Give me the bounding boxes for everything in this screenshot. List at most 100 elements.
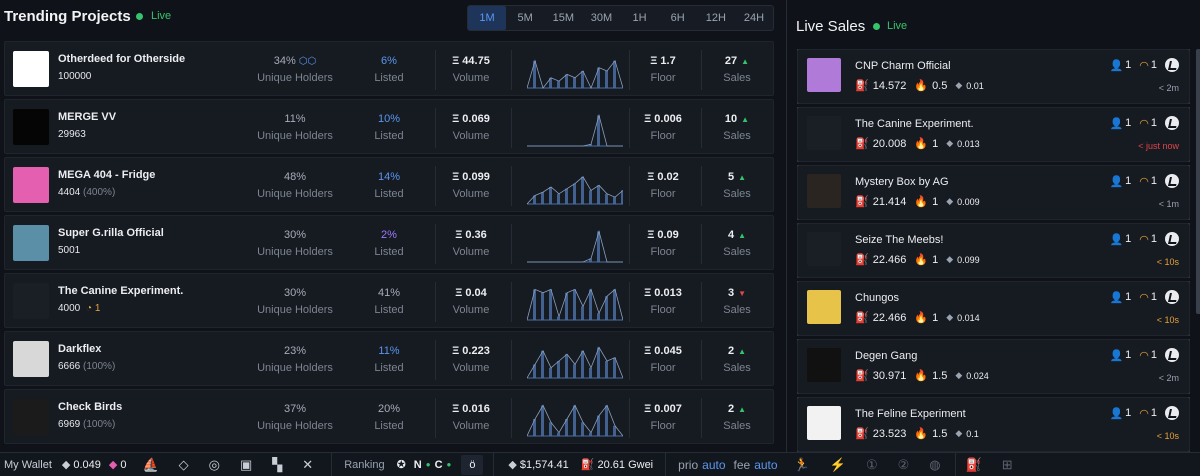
sale-thumbnail[interactable] — [807, 232, 841, 266]
sale-item[interactable]: Mystery Box by AG ⛽ 21.414 🔥 1 ◆ 0.009 👤… — [797, 165, 1190, 220]
sale-thumbnail[interactable] — [807, 174, 841, 208]
timeframe-5m[interactable]: 5M — [517, 12, 533, 24]
trend-up-icon: ▲ — [738, 173, 747, 182]
project-thumbnail[interactable] — [13, 167, 49, 203]
bolt-icon[interactable]: ⚡ — [829, 456, 846, 472]
live-dot-icon — [873, 23, 880, 30]
gas-price: 20.61 Gwei — [597, 458, 654, 471]
sale-thumbnail[interactable] — [807, 406, 841, 440]
holders-label: Unique Holders — [257, 304, 333, 316]
sale-thumbnail[interactable] — [807, 290, 841, 324]
chart-icon[interactable]: ◍ — [929, 456, 941, 472]
sale-item[interactable]: Chungos ⛽ 22.466 🔥 1 ◆ 0.014 👤 1 ◠ 1 < 1… — [797, 281, 1190, 336]
project-row[interactable]: MERGE VV 29963 11% Unique Holders 10% Li… — [4, 99, 774, 154]
sale-item[interactable]: The Feline Experiment ⛽ 23.523 🔥 1.5 ◆ 0… — [797, 397, 1190, 452]
sale-thumbnail[interactable] — [807, 348, 841, 382]
project-row[interactable]: The Canine Experiment. 4000 ◔ 1 30% Uniq… — [4, 273, 774, 328]
project-thumbnail[interactable] — [13, 109, 49, 145]
opensea-icon[interactable] — [1165, 290, 1179, 304]
blur-icon[interactable]: ▚ — [272, 456, 283, 472]
sale-thumbnail[interactable] — [807, 116, 841, 150]
grid-icon[interactable]: ⊞ — [1001, 456, 1013, 472]
opensea-icon[interactable] — [1165, 348, 1179, 362]
sale-name[interactable]: CNP Charm Official — [855, 60, 951, 72]
project-name[interactable]: MEGA 404 - Fridge — [58, 169, 156, 181]
sale-name[interactable]: Mystery Box by AG — [855, 176, 949, 188]
project-name[interactable]: Check Birds — [58, 401, 123, 413]
listed-label: Listed — [374, 72, 404, 84]
opensea-icon[interactable] — [1165, 174, 1179, 188]
ranking-n[interactable]: N — [413, 458, 422, 471]
spark-bar — [613, 425, 616, 436]
sale-meta: 👤 1 ◠ 1 — [1109, 58, 1179, 72]
timeframe-1h[interactable]: 1H — [632, 12, 647, 24]
project-name[interactable]: MERGE VV — [58, 111, 117, 123]
project-name[interactable]: The Canine Experiment. — [58, 285, 184, 297]
divider — [701, 398, 702, 438]
project-thumbnail[interactable] — [13, 225, 49, 261]
sale-name[interactable]: The Feline Experiment — [855, 408, 966, 420]
timeframe-1m[interactable]: 1M — [468, 6, 507, 30]
sale-item[interactable]: CNP Charm Official ⛽ 14.572 🔥 0.5 ◆ 0.01… — [797, 49, 1190, 104]
two-icon[interactable]: ② — [897, 456, 910, 472]
sale-name[interactable]: Degen Gang — [855, 350, 918, 362]
project-name[interactable]: Super G.rilla Official — [58, 227, 164, 239]
sale-count: 1 — [1150, 291, 1157, 303]
divider — [701, 166, 702, 206]
diamond-icon[interactable]: ◇ — [178, 456, 189, 472]
project-thumbnail[interactable] — [13, 283, 49, 319]
timeframe-30m[interactable]: 30M — [590, 12, 613, 24]
sale-name[interactable]: The Canine Experiment. — [855, 118, 974, 130]
square-icon[interactable]: ▣ — [240, 456, 253, 472]
holders-stat: 34% ⬡⬡ Unique Holders — [245, 54, 345, 84]
project-row[interactable]: Otherdeed for Otherside 100000 34% ⬡⬡ Un… — [4, 41, 774, 96]
divider — [701, 108, 702, 148]
ranking-o-icon[interactable]: ✪ — [396, 459, 406, 471]
flame-icon: 🔥 — [914, 428, 929, 440]
project-row[interactable]: MEGA 404 - Fridge 4404 (400%) 48% Unique… — [4, 157, 774, 212]
holders-stat: 48% Unique Holders — [245, 170, 345, 200]
project-supply: 4404 — [58, 187, 81, 198]
circle-icon[interactable]: ◎ — [208, 456, 220, 472]
divider — [331, 452, 333, 476]
boat-icon[interactable]: ⛵ — [142, 456, 159, 472]
project-row[interactable]: Check Birds 6969 (100%) 37% Unique Holde… — [4, 389, 774, 444]
sale-name[interactable]: Seize The Meebs! — [855, 234, 944, 246]
wallet-label[interactable]: My Wallet — [4, 458, 52, 471]
sale-item[interactable]: Seize The Meebs! ⛽ 22.466 🔥 1 ◆ 0.099 👤 … — [797, 223, 1190, 278]
timeframe-15m[interactable]: 15M — [552, 12, 575, 24]
project-thumbnail[interactable] — [13, 341, 49, 377]
opensea-icon[interactable] — [1165, 58, 1179, 72]
project-supply-line: 5001 — [58, 245, 80, 256]
settings-icon[interactable]: ö — [461, 454, 484, 475]
sale-item[interactable]: Degen Gang ⛽ 30.971 🔥 1.5 ◆ 0.024 👤 1 ◠ … — [797, 339, 1190, 394]
fee-value[interactable]: auto — [754, 457, 778, 472]
opensea-icon[interactable] — [1165, 232, 1179, 246]
project-row[interactable]: Super G.rilla Official 5001 30% Unique H… — [4, 215, 774, 270]
floor-value: Ξ 1.7 — [650, 55, 676, 67]
one-icon[interactable]: ① — [865, 456, 878, 472]
project-row[interactable]: Darkflex 6666 (100%) 23% Unique Holders … — [4, 331, 774, 386]
ranking-c[interactable]: C — [434, 458, 443, 471]
sale-thumbnail[interactable] — [807, 58, 841, 92]
timeframe-6h[interactable]: 6H — [670, 12, 685, 24]
project-name[interactable]: Darkflex — [58, 343, 102, 355]
project-thumbnail[interactable] — [13, 51, 49, 87]
sale-item[interactable]: The Canine Experiment. ⛽ 20.008 🔥 1 ◆ 0.… — [797, 107, 1190, 162]
opensea-icon[interactable] — [1165, 406, 1179, 420]
runner-icon[interactable]: 🏃 — [793, 456, 810, 472]
project-thumbnail[interactable] — [13, 399, 49, 435]
live-sales-scrollbar[interactable] — [1196, 49, 1200, 314]
x-icon[interactable]: ✕ — [302, 456, 314, 472]
prio-value[interactable]: auto — [702, 457, 726, 472]
timeframe-12h[interactable]: 12H — [705, 12, 726, 24]
gas-pump-icon: ⛽ — [855, 312, 869, 324]
volume-sparkline — [527, 346, 623, 379]
project-name[interactable]: Otherdeed for Otherside — [58, 53, 186, 65]
sales-value: 10 — [724, 113, 738, 125]
gas-station-icon[interactable]: ⛽ — [965, 456, 982, 472]
project-supply-line: 100000 — [58, 71, 91, 82]
sale-name[interactable]: Chungos — [855, 292, 900, 304]
timeframe-24h[interactable]: 24H — [743, 12, 765, 24]
opensea-icon[interactable] — [1165, 116, 1179, 130]
